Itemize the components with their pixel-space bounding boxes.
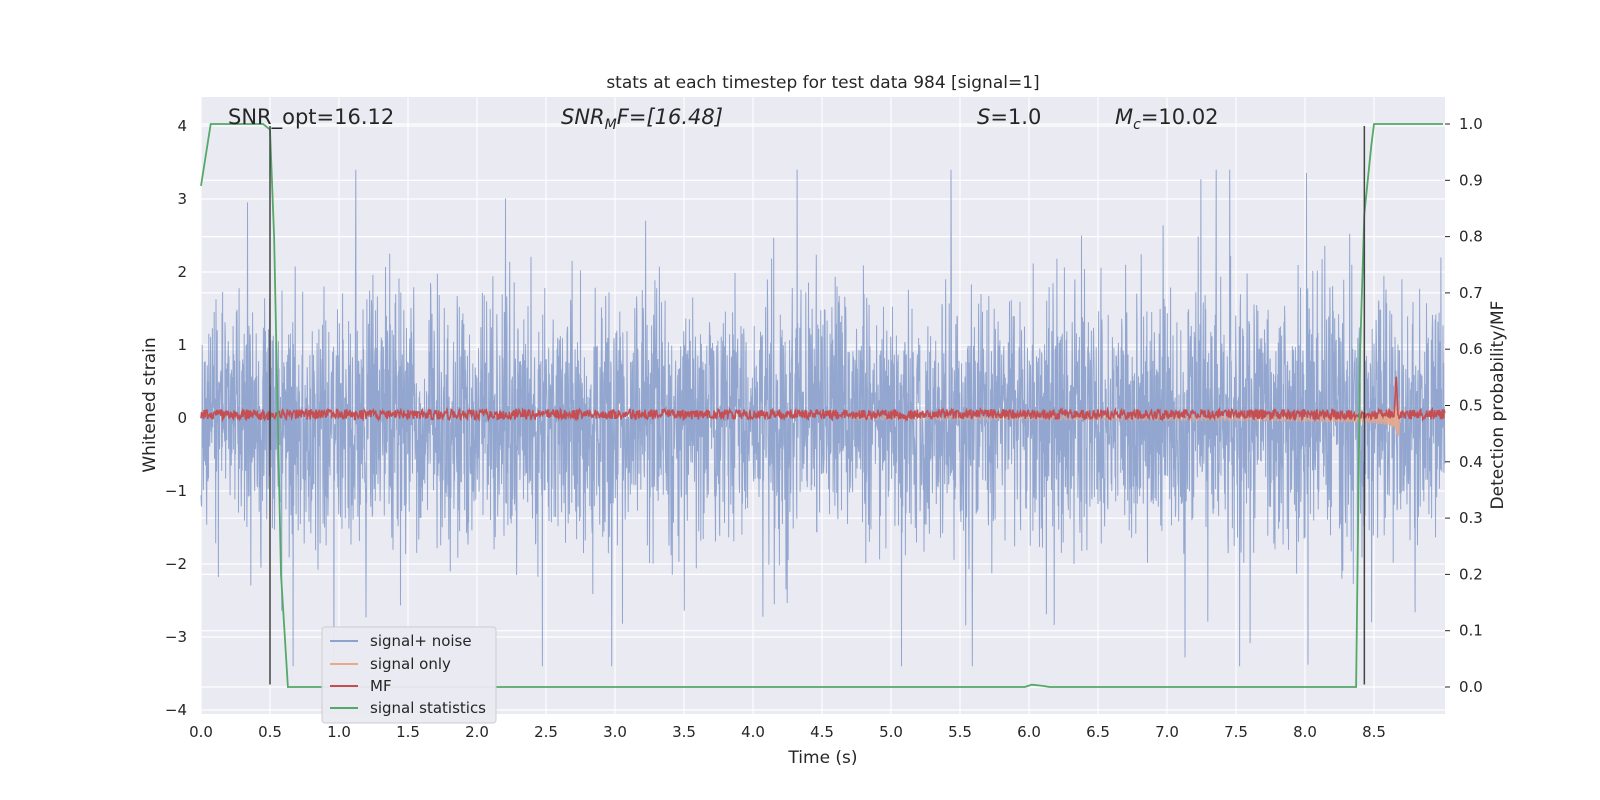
chart-title: stats at each timestep for test data 984… bbox=[606, 73, 1039, 93]
y-right-tick-label: 0.5 bbox=[1459, 397, 1483, 415]
legend-label-signal-only: signal only bbox=[370, 655, 451, 673]
x-tick-label: 4.5 bbox=[810, 723, 834, 741]
series-mf bbox=[200, 376, 1446, 423]
y-right-tick-label: 0.1 bbox=[1459, 622, 1483, 640]
x-tick-label: 6.0 bbox=[1017, 723, 1041, 741]
x-tick-label: 4.0 bbox=[741, 723, 765, 741]
annotation-mc-rest: =10.02 bbox=[1141, 105, 1219, 129]
series-line-signal-noise bbox=[200, 169, 1446, 667]
series-signal-noise bbox=[200, 169, 1446, 667]
y-left-tick-label: 2 bbox=[177, 263, 187, 281]
legend-label-signal-statistics: signal statistics bbox=[370, 699, 486, 717]
x-tick-label: 5.0 bbox=[879, 723, 903, 741]
x-tick-label: 3.0 bbox=[603, 723, 627, 741]
series-line-signal-statistics bbox=[200, 123, 1443, 688]
x-tick-label: 0.0 bbox=[189, 723, 213, 741]
legend-label-mf: MF bbox=[370, 677, 392, 695]
annotation-snr-mf-rest: F=[16.48] bbox=[617, 105, 723, 129]
y-left-tick-label: 1 bbox=[177, 336, 187, 354]
y-right-tick-label: 1.0 bbox=[1459, 115, 1483, 133]
annotation-snr-mf-sub: M bbox=[605, 117, 617, 133]
y-axis-left-label: Whitened strain bbox=[140, 337, 160, 472]
marker-lines bbox=[269, 126, 1366, 685]
legend: signal+ noise signal only MF signal stat… bbox=[321, 626, 497, 724]
axis-ticks: 0.0 0.5 1.0 1.5 2.0 2.5 3.0 3.5 4.0 4.5 5.0 5.5 6.0 6… bbox=[165, 115, 1483, 741]
y-right-tick-label: 0.4 bbox=[1459, 453, 1483, 471]
y-left-tick-label: −3 bbox=[165, 628, 187, 646]
x-tick-label: 2.0 bbox=[465, 723, 489, 741]
y-right-tick-label: 0.9 bbox=[1459, 171, 1483, 189]
annotation-snr-opt: SNR_opt=16.12 bbox=[228, 105, 394, 130]
y-left-tick-label: −4 bbox=[165, 701, 187, 719]
x-tick-label: 5.5 bbox=[948, 723, 972, 741]
annotation-s-var: S bbox=[977, 105, 990, 129]
annotation-snr-mf-base: SNR bbox=[561, 105, 605, 129]
x-tick-label: 1.0 bbox=[327, 723, 351, 741]
annotation-snr-mf: SNRMF=[16.48] bbox=[561, 105, 723, 133]
series-signal-statistics bbox=[200, 123, 1443, 688]
annotation-mc-sub: c bbox=[1133, 117, 1141, 133]
y-right-tick-label: 0.7 bbox=[1459, 284, 1483, 302]
x-tick-label: 0.5 bbox=[258, 723, 282, 741]
y-right-tick-label: 0.8 bbox=[1459, 228, 1483, 246]
x-tick-label: 1.5 bbox=[396, 723, 420, 741]
annotation-mc: Mc=10.02 bbox=[1115, 105, 1219, 133]
y-left-tick-label: 4 bbox=[177, 117, 187, 135]
annotation-mc-base: M bbox=[1115, 105, 1133, 129]
x-tick-label: 7.5 bbox=[1224, 723, 1248, 741]
annotation-s: S=1.0 bbox=[977, 105, 1041, 129]
y-left-tick-label: 3 bbox=[177, 190, 187, 208]
x-tick-label: 2.5 bbox=[534, 723, 558, 741]
y-left-tick-label: −2 bbox=[165, 555, 187, 573]
y-right-tick-label: 0.3 bbox=[1459, 509, 1483, 527]
legend-box bbox=[321, 626, 497, 724]
x-tick-label: 7.0 bbox=[1155, 723, 1179, 741]
y-right-tick-label: 0.6 bbox=[1459, 340, 1483, 358]
y-axis-right-label: Detection probability/MF bbox=[1488, 301, 1508, 510]
x-axis-label: Time (s) bbox=[787, 748, 857, 768]
legend-label-signal-noise: signal+ noise bbox=[370, 632, 472, 650]
y-left-tick-label: 0 bbox=[177, 409, 187, 427]
y-left-tick-label: −1 bbox=[165, 482, 187, 500]
annotation-s-rest: =1.0 bbox=[990, 105, 1041, 129]
x-tick-label: 8.0 bbox=[1293, 723, 1317, 741]
x-tick-label: 3.5 bbox=[672, 723, 696, 741]
y-right-tick-label: 0.2 bbox=[1459, 565, 1483, 583]
x-tick-label: 8.5 bbox=[1362, 723, 1386, 741]
series-line-mf bbox=[200, 376, 1446, 423]
y-right-tick-label: 0.0 bbox=[1459, 678, 1483, 696]
x-tick-label: 6.5 bbox=[1086, 723, 1110, 741]
